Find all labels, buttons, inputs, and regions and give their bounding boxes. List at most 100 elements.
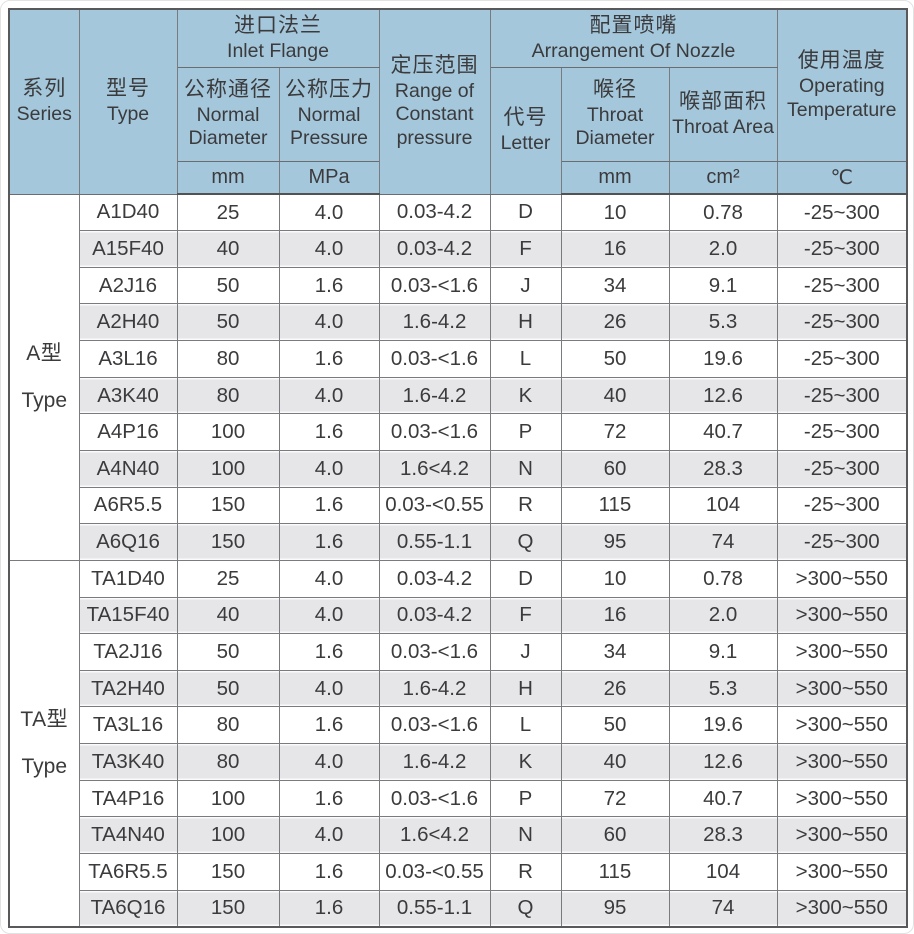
col-header-series-en: Series (16, 103, 72, 126)
unit-normal-pressure: MPa (278, 160, 380, 195)
col-header-temperature-zh: 使用温度 (797, 49, 886, 73)
cell-type: A3L16 (78, 340, 178, 378)
cell-type: TA3L16 (78, 706, 178, 745)
cell-temperature: >300~550 (776, 853, 908, 891)
cell-pressure-range: 1.6-4.2 (378, 376, 491, 415)
cell-letter: L (489, 706, 562, 745)
table-row: A4P16 100 1.6 0.03-<1.6 P 72 40.7 -25~300 (9, 413, 908, 451)
cell-letter: D (489, 559, 562, 598)
cell-throat-diameter: 26 (560, 669, 670, 708)
cell-normal-diameter: 150 (176, 486, 280, 525)
cell-throat-diameter: 60 (560, 816, 670, 855)
cell-throat-area: 5.3 (668, 303, 778, 342)
cell-normal-pressure: 1.6 (278, 779, 380, 818)
cell-normal-diameter: 100 (176, 449, 280, 488)
cell-normal-pressure: 4.0 (278, 230, 380, 268)
col-header-throat-diameter: 喉径 Throat Diameter (560, 66, 670, 162)
cell-type: TA1D40 (78, 559, 178, 598)
cell-letter: R (489, 486, 562, 525)
cell-normal-pressure: 4.0 (278, 743, 380, 781)
cell-throat-diameter: 95 (560, 889, 670, 928)
cell-temperature: >300~550 (776, 596, 908, 635)
table-row: A6Q16 150 1.6 0.55-1.1 Q 95 74 -25~300 (9, 523, 908, 561)
col-header-normal-pressure: 公称压力 Normal Pressure (278, 66, 380, 162)
cell-letter: D (489, 193, 562, 232)
cell-normal-pressure: 1.6 (278, 486, 380, 525)
cell-letter: R (489, 853, 562, 891)
cell-pressure-range: 0.55-1.1 (378, 889, 491, 928)
cell-throat-area: 5.3 (668, 669, 778, 708)
cell-throat-area: 40.7 (668, 779, 778, 818)
cell-type: TA15F40 (78, 596, 178, 635)
cell-temperature: -25~300 (776, 449, 908, 488)
cell-throat-area: 9.1 (668, 266, 778, 305)
col-header-type-zh: 型号 (106, 77, 150, 101)
cell-type: A4N40 (78, 449, 178, 488)
col-header-nozzle-en: Arrangement Of Nozzle (531, 39, 736, 62)
cell-type: A2J16 (78, 266, 178, 305)
cell-pressure-range: 0.03-<1.6 (378, 779, 491, 818)
cell-normal-pressure: 1.6 (278, 633, 380, 671)
cell-throat-diameter: 50 (560, 340, 670, 378)
cell-throat-diameter: 72 (560, 779, 670, 818)
table-row: TA4P16 100 1.6 0.03-<1.6 P 72 40.7 >300~550 (9, 779, 908, 818)
cell-normal-pressure: 1.6 (278, 340, 380, 378)
col-header-throat-diameter-zh: 喉径 (593, 77, 637, 101)
cell-letter: F (489, 230, 562, 268)
unit-throat-area: cm² (668, 160, 778, 195)
col-header-temperature: 使用温度 Operating Temperature (776, 8, 908, 162)
cell-temperature: -25~300 (776, 193, 908, 232)
cell-type: A15F40 (78, 230, 178, 268)
cell-pressure-range: 0.03-4.2 (378, 596, 491, 635)
table-row: TA6Q16 150 1.6 0.55-1.1 Q 95 74 >300~550 (9, 889, 908, 928)
cell-letter: Q (489, 523, 562, 561)
cell-normal-diameter: 100 (176, 779, 280, 818)
table-row: A型 Type A1D40 25 4.0 0.03-4.2 D 10 0.78 -25~300 (8, 193, 908, 561)
table-row: TA4N40 100 4.0 1.6<4.2 N 60 28.3 >300~550 (9, 816, 908, 855)
table-body: A型 Type A1D40 25 4.0 0.03-4.2 D 10 0.78 -25~300 A1… (8, 193, 908, 928)
cell-type: TA6Q16 (78, 889, 178, 928)
col-header-inlet-flange-en: Inlet Flange (227, 39, 329, 62)
cell-normal-diameter: 80 (176, 706, 280, 745)
cell-type: A6Q16 (78, 523, 178, 561)
cell-temperature: -25~300 (776, 230, 908, 268)
cell-throat-area: 28.3 (668, 449, 778, 488)
header-row-units: mm MPa mm cm² ℃ (9, 160, 908, 195)
cell-temperature: >300~550 (776, 743, 908, 781)
cell-pressure-range: 0.03-4.2 (378, 559, 491, 598)
cell-normal-pressure: 4.0 (278, 816, 380, 855)
cell-throat-diameter: 40 (560, 743, 670, 781)
cell-pressure-range: 0.03-<1.6 (378, 413, 491, 451)
cell-normal-diameter: 50 (176, 266, 280, 305)
cell-letter: N (489, 816, 562, 855)
cell-normal-pressure: 4.0 (278, 303, 380, 342)
table-row: A2J16 50 1.6 0.03-<1.6 J 34 9.1 -25~300 (9, 266, 908, 305)
cell-throat-area: 40.7 (668, 413, 778, 451)
cell-type: TA2H40 (78, 669, 178, 708)
cell-letter: N (489, 449, 562, 488)
cell-type: TA6R5.5 (78, 853, 178, 891)
col-header-throat-area: 喉部面积 Throat Area (668, 66, 778, 162)
unit-throat-diameter: mm (560, 160, 670, 195)
cell-pressure-range: 0.03-<1.6 (378, 340, 491, 378)
cell-normal-diameter: 80 (176, 743, 280, 781)
cell-normal-diameter: 80 (176, 340, 280, 378)
col-header-letter: 代号 Letter (489, 66, 562, 195)
cell-normal-diameter: 25 (176, 193, 280, 232)
cell-pressure-range: 0.03-<0.55 (378, 486, 491, 525)
cell-pressure-range: 1.6-4.2 (378, 303, 491, 342)
cell-temperature: >300~550 (776, 706, 908, 745)
cell-normal-diameter: 50 (176, 669, 280, 708)
col-header-pressure-range-zh: 定压范围 (390, 53, 479, 77)
cell-normal-pressure: 1.6 (278, 266, 380, 305)
cell-pressure-range: 0.03-<1.6 (378, 633, 491, 671)
cell-pressure-range: 0.03-<0.55 (378, 853, 491, 891)
col-header-temperature-en: Operating Temperature (787, 74, 897, 121)
unit-normal-diameter: mm (176, 160, 280, 195)
cell-letter: F (489, 596, 562, 635)
cell-pressure-range: 1.6<4.2 (378, 449, 491, 488)
col-header-throat-area-en: Throat Area (672, 115, 774, 138)
cell-normal-diameter: 100 (176, 413, 280, 451)
cell-pressure-range: 0.03-4.2 (378, 230, 491, 268)
